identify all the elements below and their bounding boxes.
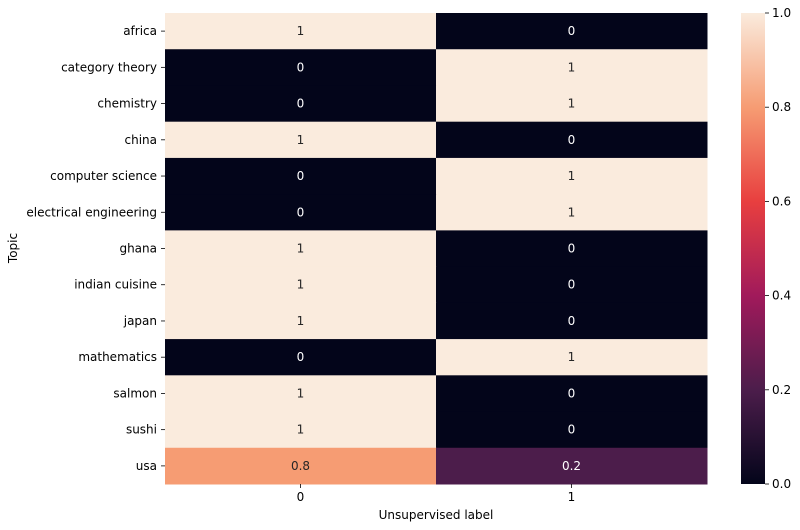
colorbar-tick-label: 0.0 <box>772 477 791 491</box>
heatmap-cells: 1 0 0 1 0 1 1 0 0 1 0 1 1 0 1 0 1 0 0 1 1 0 1 0 0.8 0.2 <box>165 13 708 485</box>
x-tick-label: 1 <box>568 490 576 504</box>
heatmap-cell <box>165 13 437 50</box>
y-tick-label: category theory <box>61 60 157 74</box>
heatmap-cell <box>436 13 708 50</box>
y-tick-label: computer science <box>50 169 157 183</box>
x-axis-label: Unsupervised label <box>379 508 494 522</box>
y-tick-label: indian cuisine <box>74 278 157 292</box>
y-tick-label: chemistry <box>97 97 157 111</box>
cell-value-label: 1 <box>297 24 305 38</box>
y-tick-label: africa <box>123 24 157 38</box>
colorbar-ticks: 0.0 0.2 0.4 0.6 0.8 1.0 <box>765 6 791 491</box>
colorbar-tick-label: 1.0 <box>772 6 791 20</box>
y-tick-label: japan <box>123 314 157 328</box>
heatmap-cell <box>436 230 708 268</box>
heatmap-cell <box>165 411 437 449</box>
heatmap-cell <box>436 266 708 304</box>
heatmap-cell <box>165 194 437 231</box>
colorbar-tick-label: 0.4 <box>772 289 791 303</box>
cell-value-label: 1 <box>297 242 305 256</box>
heatmap-cell <box>436 194 708 231</box>
x-tick-label: 0 <box>297 490 305 504</box>
cell-value-label: 1 <box>568 97 576 111</box>
cell-value-label: 0 <box>568 242 576 256</box>
heatmap-cell <box>165 230 437 268</box>
colorbar-tick-label: 0.8 <box>772 100 791 114</box>
y-tick-label: electrical engineering <box>26 205 157 219</box>
heatmap-cell <box>165 266 437 304</box>
heatmap-cell <box>436 302 708 340</box>
heatmap-cell <box>165 302 437 340</box>
heatmap-cell <box>165 339 437 376</box>
heatmap-cell <box>436 49 708 86</box>
heatmap-cell <box>165 121 437 159</box>
heatmap-cell <box>436 411 708 449</box>
heatmap-cell <box>165 447 437 485</box>
heatmap-cell <box>165 157 437 195</box>
colorbar-gradient <box>741 13 765 484</box>
cell-value-label: 1 <box>297 386 305 400</box>
cell-value-label: 1 <box>297 278 305 292</box>
cell-value-label: 0 <box>568 386 576 400</box>
y-tick-labels: africa category theory chemistry china compu… <box>26 24 165 473</box>
cell-value-label: 0 <box>297 169 305 183</box>
cell-value-label: 0 <box>568 133 576 147</box>
cell-value-label: 1 <box>297 423 305 437</box>
colorbar-tick-label: 0.6 <box>772 194 791 208</box>
heatmap-cell <box>436 157 708 195</box>
cell-value-label: 0 <box>297 60 305 74</box>
heatmap-cell <box>436 121 708 159</box>
y-tick-label: china <box>125 133 158 147</box>
cell-value-label: 1 <box>568 350 576 364</box>
cell-value-label: 0 <box>297 97 305 111</box>
heatmap-cell <box>165 49 437 86</box>
cell-value-label: 0 <box>568 314 576 328</box>
cell-value-label: 0 <box>568 423 576 437</box>
cell-value-label: 0.8 <box>291 459 310 473</box>
heatmap-cell <box>436 85 708 123</box>
heatmap-cell <box>165 375 437 413</box>
colorbar <box>741 13 765 484</box>
y-tick-label: usa <box>136 459 157 473</box>
y-axis-label: Topic <box>6 233 20 264</box>
cell-value-label: 0 <box>297 205 305 219</box>
cell-value-label: 1 <box>297 133 305 147</box>
cell-value-label: 1 <box>568 169 576 183</box>
cell-value-label: 1 <box>568 205 576 219</box>
heatmap-cell <box>436 339 708 376</box>
colorbar-tick-label: 0.2 <box>772 383 791 397</box>
cell-value-label: 1 <box>568 60 576 74</box>
y-tick-label: mathematics <box>78 350 157 364</box>
cell-value-label: 0 <box>568 278 576 292</box>
y-tick-label: salmon <box>113 386 157 400</box>
heatmap-cell <box>436 375 708 413</box>
cell-value-label: 0 <box>297 350 305 364</box>
heatmap-cell <box>436 447 708 485</box>
cell-value-label: 0 <box>568 24 576 38</box>
cell-value-label: 1 <box>297 314 305 328</box>
y-tick-label: ghana <box>119 242 157 256</box>
y-tick-label: sushi <box>126 423 157 437</box>
cell-value-label: 0.2 <box>562 459 581 473</box>
heatmap-cell <box>165 85 437 123</box>
